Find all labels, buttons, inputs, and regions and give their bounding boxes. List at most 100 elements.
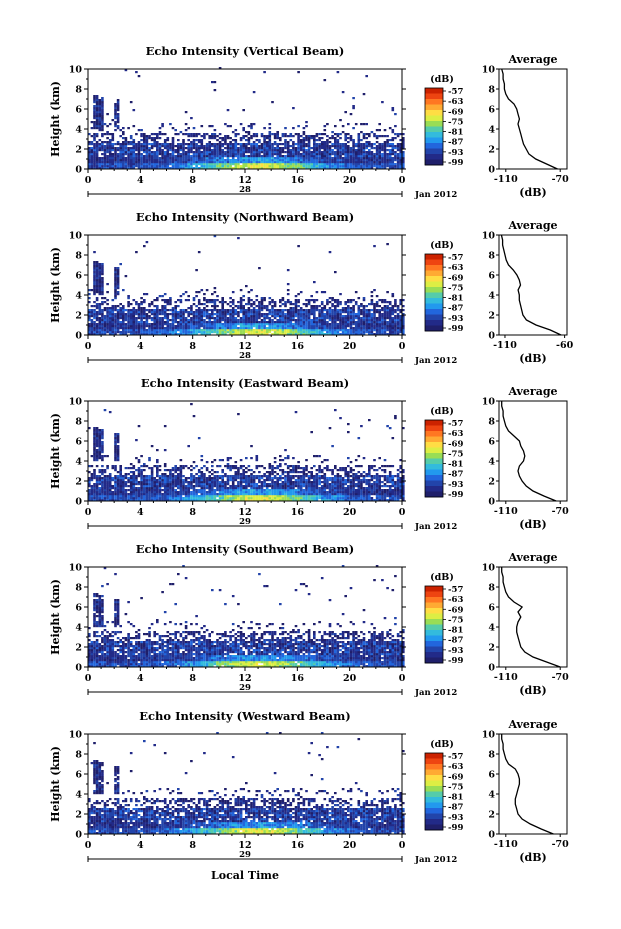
colorbar-segment [425, 791, 443, 798]
colorbar-segment [425, 753, 443, 759]
colorbar-segment [425, 287, 443, 293]
colorbar-segment [425, 613, 443, 620]
colorbar-tick-label: -63 [448, 263, 463, 273]
profile-x-tick-label: -110 [494, 839, 518, 850]
profile-frame [498, 733, 568, 835]
x-tick-label: 8 [189, 507, 196, 518]
y-axis-label: Height (km) [49, 81, 62, 157]
colorbar-segment [425, 464, 443, 470]
x-tick-label: 8 [189, 175, 196, 186]
y-tick-label: 6 [75, 105, 82, 116]
colorbar-tick-label: -99 [448, 656, 463, 666]
x-tick-label: 16 [291, 175, 305, 186]
x-tick-label: 0 [85, 840, 92, 851]
y-axis-label: Height (km) [49, 247, 62, 323]
colorbar-tick-label: -69 [448, 107, 463, 117]
x-tick-label: 16 [291, 507, 305, 518]
colorbar-tick-label: -75 [448, 283, 463, 293]
y-tick-label: 8 [75, 251, 82, 262]
colorbar-tick-label: -57 [448, 253, 463, 263]
colorbar-segment [425, 99, 443, 105]
y-tick-label: 0 [75, 497, 82, 508]
colorbar-segment [425, 143, 443, 149]
x-tick-label: 16 [291, 673, 305, 684]
colorbar-tick-label: -57 [448, 752, 463, 762]
heatmap-cells [88, 565, 405, 668]
profile-line [501, 68, 558, 170]
profile-x-label: (dB) [519, 352, 546, 365]
profile-frame [498, 234, 568, 336]
colorbar-segment [425, 314, 443, 321]
beam-panel-1: Echo Intensity (Vertical Beam) 0 2 4 6 8 10 Hei… [49, 44, 569, 200]
profile-title: Average [507, 53, 557, 66]
colorbar-label: (dB) [430, 74, 454, 85]
beam-panel-3: Echo Intensity (Eastward Beam) 0 2 4 6 8 10 Hei… [49, 376, 569, 532]
colorbar-tick-label: -93 [448, 813, 463, 823]
profile-line [501, 567, 561, 668]
profile-y-tick-label: 10 [482, 231, 496, 242]
heatmap-cells [88, 235, 405, 336]
colorbar-tick-label: -63 [448, 595, 463, 605]
colorbar-tick-label: -99 [448, 490, 463, 500]
colorbar-frame [424, 419, 444, 498]
y-tick-label: 8 [75, 750, 82, 761]
colorbar-tick-label: -69 [448, 605, 463, 615]
colorbar-segment [425, 270, 443, 277]
y-tick-label: 6 [75, 437, 82, 448]
colorbar-label: (dB) [430, 406, 454, 417]
colorbar-tick-label: -81 [448, 793, 463, 803]
x-tick-label: 8 [189, 673, 196, 684]
y-tick-label: 8 [75, 85, 82, 96]
colorbar-segment [425, 475, 443, 481]
profile-y-tick-label: 4 [488, 623, 495, 634]
colorbar-label: (dB) [430, 240, 454, 251]
profile-title: Average [507, 219, 557, 232]
profile-line [500, 234, 562, 336]
colorbar-segment [425, 486, 443, 492]
colorbar-tick-label: -93 [448, 646, 463, 656]
day-label: 29 [239, 850, 251, 860]
y-tick-label: 2 [75, 311, 82, 322]
date-label: Jan 2012 [414, 356, 457, 366]
colorbar-segment [425, 786, 443, 792]
profile-y-tick-label: 4 [488, 457, 495, 468]
colorbar-segment [425, 276, 443, 282]
beam-panel-5: Echo Intensity (Westward Beam) 0 2 4 6 8 10 Hei… [49, 709, 569, 865]
x-tick-label: 0 [399, 341, 406, 352]
colorbar-segment [425, 480, 443, 487]
colorbar-tick-label: -69 [448, 772, 463, 782]
y-tick-label: 6 [75, 271, 82, 282]
colorbar-segment [425, 88, 443, 94]
colorbar-segment [425, 436, 443, 443]
profile-x-tick-label: -110 [494, 672, 518, 683]
profile-y-tick-label: 4 [488, 790, 495, 801]
date-label: Jan 2012 [414, 522, 457, 532]
colorbar-label: (dB) [430, 739, 454, 750]
colorbar-frame [424, 585, 444, 664]
colorbar-tick-label: -93 [448, 480, 463, 490]
colorbar-segment [425, 652, 443, 658]
colorbar-segment [425, 148, 443, 155]
colorbar-tick-label: -57 [448, 87, 463, 97]
profile-y-tick-label: 2 [488, 643, 495, 654]
x-tick-label: 20 [343, 341, 357, 352]
colorbar-frame [424, 87, 444, 166]
x-tick-label: 12 [238, 673, 251, 684]
profile-x-label: (dB) [519, 684, 546, 697]
colorbar-segment [425, 159, 443, 166]
colorbar-segment [425, 458, 443, 465]
colorbar-segment [425, 591, 443, 598]
profile-y-tick-label: 10 [482, 397, 496, 408]
x-tick-label: 0 [399, 673, 406, 684]
colorbar-segment [425, 137, 443, 144]
profile-y-tick-label: 0 [488, 663, 495, 674]
y-tick-label: 0 [75, 830, 82, 841]
colorbar-segment [425, 802, 443, 809]
colorbar-tick-label: -75 [448, 449, 463, 459]
profile-y-tick-label: 4 [488, 125, 495, 136]
colorbar-tick-label: -63 [448, 762, 463, 772]
y-axis-label: Height (km) [49, 746, 62, 822]
y-tick-label: 4 [75, 623, 82, 634]
date-label: Jan 2012 [414, 688, 457, 698]
